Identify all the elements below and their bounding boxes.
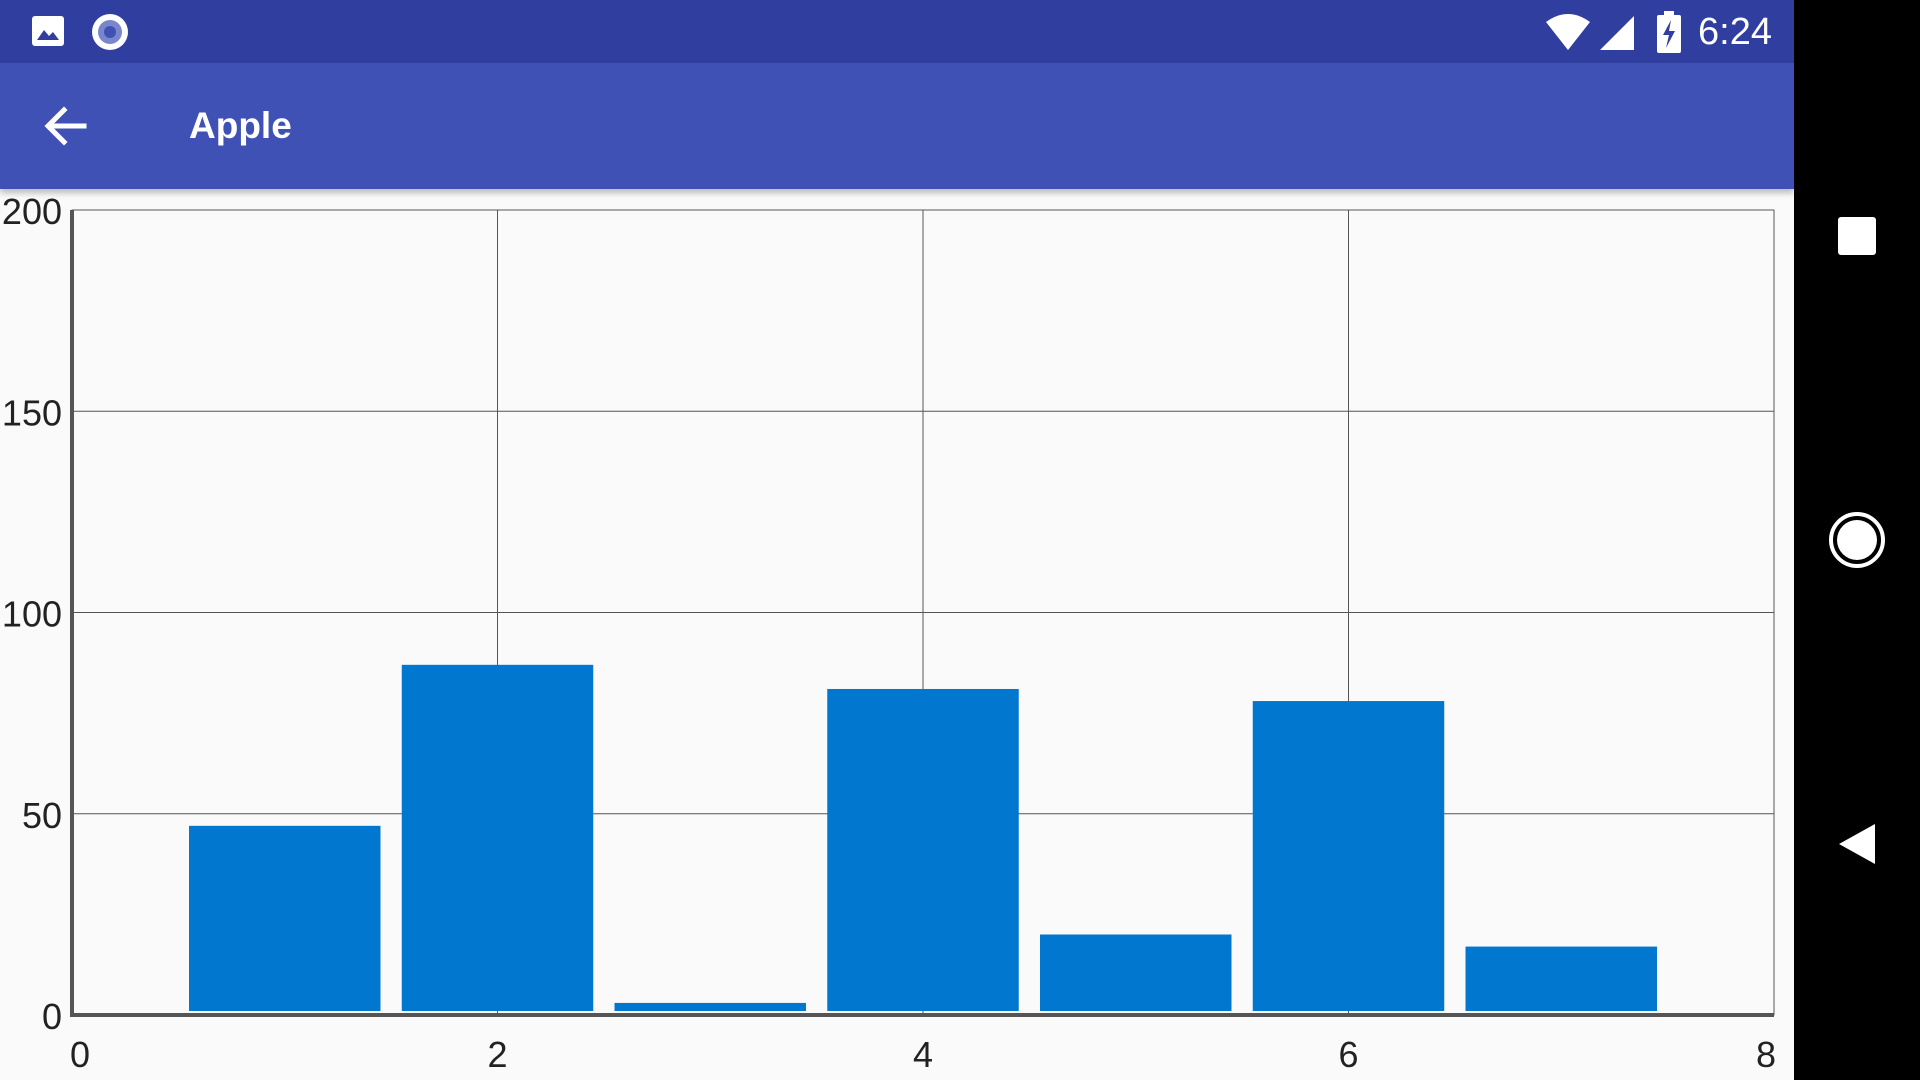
chart-bars [189,664,1657,1011]
x-tick-label: 6 [1338,1034,1358,1075]
x-tick-label: 2 [487,1034,507,1075]
page-title: Apple [189,105,292,146]
bar-4 [827,688,1019,1011]
bar-5 [1040,934,1232,1011]
bar-6 [1252,701,1445,1011]
square-icon [1838,217,1876,255]
chart-tick-labels: 0 50 100 150 200 0 2 4 6 8 [2,191,1776,1075]
chart-axes [70,210,1774,1017]
y-tick-label: 50 [22,795,62,836]
app-screen: 6:24 Apple 0 50 100 150 200 0 2 4 6 8 [0,0,1794,1080]
circle-icon [1829,512,1885,568]
back-button[interactable] [38,98,94,154]
x-tick-label: 0 [70,1034,90,1075]
y-tick-label: 150 [2,392,62,433]
status-clock: 6:24 [1698,11,1772,53]
bar-2 [401,664,594,1011]
record-notification-icon [90,12,130,52]
x-tick-label: 8 [1756,1034,1776,1075]
y-tick-label: 0 [42,996,62,1037]
bar-1 [189,825,381,1011]
y-tick-label: 100 [2,594,62,635]
home-button[interactable] [1817,500,1897,580]
status-bar: 6:24 [0,0,1794,63]
navigation-bar [1794,0,1920,1080]
y-tick-label: 200 [2,191,62,232]
x-tick-label: 4 [913,1034,933,1075]
back-nav-button[interactable] [1817,804,1897,884]
bar-7 [1465,946,1657,1011]
battery-charging-icon [1656,10,1682,54]
bar-chart: 0 50 100 150 200 0 2 4 6 8 [2,191,1776,1075]
app-toolbar: Apple [0,63,1794,189]
triangle-back-icon [1839,824,1875,864]
wifi-icon [1544,12,1592,52]
image-notification-icon [30,14,66,48]
arrow-back-icon [44,106,87,146]
bar-3 [614,1002,806,1011]
recents-button[interactable] [1817,196,1897,276]
cellular-signal-icon [1598,12,1636,52]
